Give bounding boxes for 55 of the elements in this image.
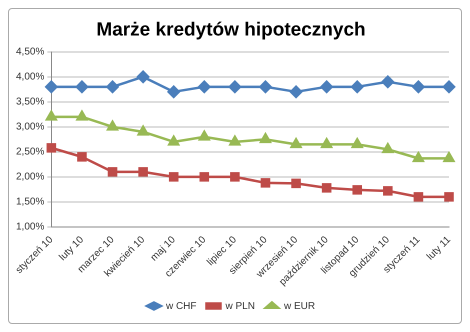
- point: [260, 133, 272, 144]
- y-tick-label: 2,00%: [16, 172, 44, 183]
- point: [443, 152, 455, 162]
- point: [290, 86, 302, 98]
- point: [46, 110, 57, 121]
- point: [198, 80, 211, 94]
- point: [352, 185, 362, 195]
- x-tick-label: luty 11: [424, 234, 454, 263]
- y-tick-label: 4,00%: [16, 72, 44, 83]
- point: [412, 152, 424, 162]
- legend-label: w PLN: [224, 300, 255, 312]
- y-tick-label: 3,00%: [16, 122, 44, 133]
- point: [260, 178, 270, 188]
- point: [46, 143, 56, 153]
- chart-title: Marże kredytów hipotecznych: [96, 20, 366, 41]
- point: [168, 172, 178, 182]
- point: [291, 178, 301, 188]
- point: [412, 80, 425, 94]
- y-tick-label: 4,50%: [16, 46, 44, 58]
- point: [320, 80, 333, 94]
- point: [77, 152, 87, 162]
- point: [76, 80, 88, 94]
- point: [228, 80, 242, 94]
- point: [229, 136, 240, 146]
- point: [414, 192, 424, 202]
- point: [76, 110, 88, 121]
- point: [382, 143, 394, 154]
- point: [383, 186, 393, 196]
- point: [106, 80, 119, 94]
- point: [108, 167, 118, 177]
- point: [321, 138, 332, 148]
- y-tick-label: 1,00%: [16, 222, 44, 233]
- legend-label: w CHF: [164, 300, 197, 312]
- point: [138, 167, 148, 177]
- point: [200, 172, 210, 182]
- point: [382, 76, 394, 88]
- point: [45, 80, 58, 94]
- point: [442, 80, 456, 94]
- point: [230, 172, 240, 182]
- point: [198, 130, 210, 141]
- y-tick-label: 3,50%: [16, 96, 44, 108]
- legend-label: w EUR: [282, 300, 316, 312]
- point: [136, 70, 150, 84]
- point: [106, 120, 118, 131]
- point: [322, 183, 332, 193]
- point: [259, 80, 272, 94]
- point: [352, 138, 363, 148]
- y-tick-label: 2,50%: [16, 146, 44, 158]
- point: [290, 138, 302, 148]
- y-tick-label: 1,50%: [16, 196, 44, 208]
- point: [167, 86, 180, 98]
- point: [350, 80, 364, 94]
- point: [168, 136, 180, 146]
- point: [444, 192, 454, 202]
- point: [138, 126, 149, 136]
